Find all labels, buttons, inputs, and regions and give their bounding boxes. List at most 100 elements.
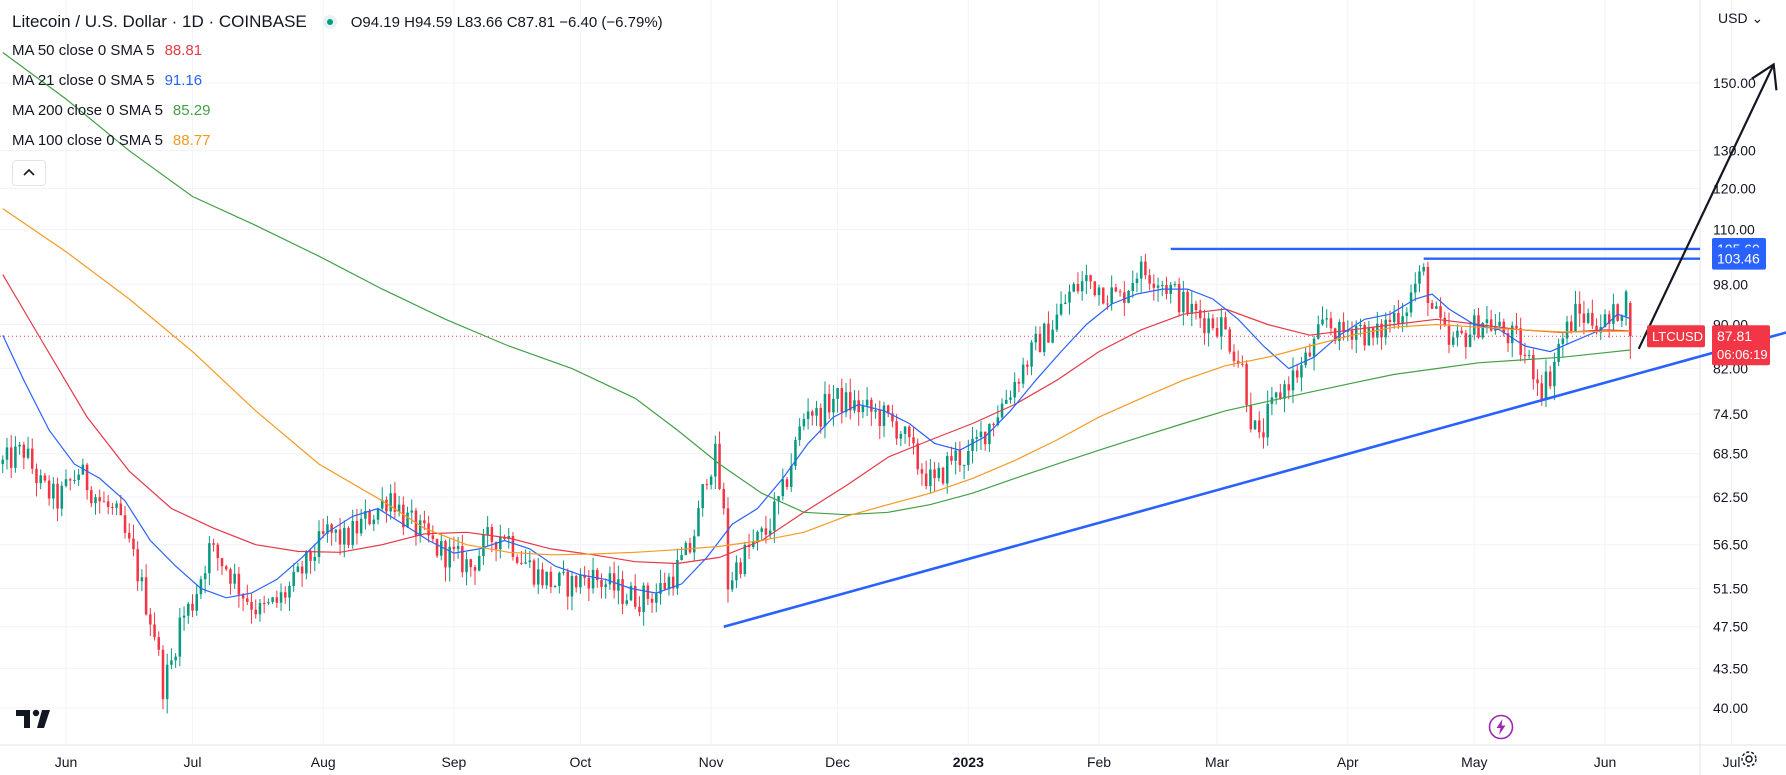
candle-body[interactable] <box>532 560 536 585</box>
candle-body[interactable] <box>191 603 194 611</box>
candle-body[interactable] <box>823 393 827 427</box>
candle-body[interactable] <box>212 543 215 545</box>
candle-body[interactable] <box>309 550 312 561</box>
candle-body[interactable] <box>840 387 844 413</box>
candle-body[interactable] <box>958 450 962 466</box>
lightning-icon[interactable] <box>1488 714 1514 745</box>
candle-body[interactable] <box>288 586 291 598</box>
candle-body[interactable] <box>473 567 477 571</box>
candle-body[interactable] <box>296 566 300 572</box>
candle-body[interactable] <box>1038 333 1042 353</box>
candle-body[interactable] <box>853 400 856 411</box>
candle-body[interactable] <box>899 433 903 439</box>
candle-body[interactable] <box>1321 319 1324 325</box>
candle-body[interactable] <box>334 529 338 533</box>
candle-body[interactable] <box>1203 318 1206 334</box>
candle-body[interactable] <box>781 479 785 497</box>
candle-body[interactable] <box>376 508 380 520</box>
candle-body[interactable] <box>1232 351 1236 361</box>
candle-body[interactable] <box>456 546 460 550</box>
candle-body[interactable] <box>1612 304 1615 324</box>
candle-body[interactable] <box>1005 399 1008 404</box>
candle-body[interactable] <box>237 573 241 595</box>
candle-body[interactable] <box>1544 371 1548 400</box>
candle-body[interactable] <box>617 579 620 591</box>
candle-body[interactable] <box>1152 283 1156 288</box>
candle-body[interactable] <box>165 664 169 700</box>
candle-body[interactable] <box>1532 354 1535 380</box>
candle-body[interactable] <box>962 464 966 466</box>
candle-body[interactable] <box>1329 318 1333 329</box>
candle-body[interactable] <box>1485 319 1489 323</box>
candle-body[interactable] <box>819 407 823 427</box>
candle-body[interactable] <box>1380 323 1383 338</box>
candle-body[interactable] <box>1198 310 1202 319</box>
candle-body[interactable] <box>1123 292 1126 303</box>
candle-body[interactable] <box>469 559 473 568</box>
candle-body[interactable] <box>811 411 814 416</box>
candle-body[interactable] <box>1582 313 1586 323</box>
candle-body[interactable] <box>85 464 89 491</box>
candle-body[interactable] <box>1211 318 1215 329</box>
candle-body[interactable] <box>431 535 435 540</box>
candle-body[interactable] <box>1047 323 1050 343</box>
candle-body[interactable] <box>988 423 991 445</box>
candle-body[interactable] <box>1359 324 1362 327</box>
candle-body[interactable] <box>1114 287 1118 292</box>
candle-body[interactable] <box>389 493 392 512</box>
candle-body[interactable] <box>1392 312 1396 323</box>
candle-body[interactable] <box>170 660 173 665</box>
candle-body[interactable] <box>1489 319 1493 331</box>
candle-body[interactable] <box>1097 287 1101 296</box>
candle-body[interactable] <box>709 476 713 485</box>
candle-body[interactable] <box>220 558 224 567</box>
candle-body[interactable] <box>1144 261 1147 276</box>
candle-body[interactable] <box>1456 330 1459 338</box>
candle-body[interactable] <box>1388 319 1392 323</box>
candle-body[interactable] <box>777 496 780 502</box>
candle-body[interactable] <box>1009 397 1012 400</box>
candle-body[interactable] <box>1304 352 1307 366</box>
candle-body[interactable] <box>1220 317 1223 337</box>
candle-body[interactable] <box>1085 275 1088 282</box>
candle-body[interactable] <box>848 392 852 411</box>
candle-body[interactable] <box>305 550 308 574</box>
candle-body[interactable] <box>452 546 456 550</box>
candle-body[interactable] <box>621 579 624 604</box>
candle-body[interactable] <box>1413 283 1417 293</box>
candle-body[interactable] <box>410 510 414 513</box>
candle-body[interactable] <box>1076 283 1080 292</box>
candle-body[interactable] <box>1215 328 1219 337</box>
candle-body[interactable] <box>874 410 877 412</box>
candle-body[interactable] <box>676 559 679 589</box>
candle-body[interactable] <box>832 398 835 413</box>
candle-body[interactable] <box>178 617 182 657</box>
candle-body[interactable] <box>815 407 818 416</box>
candle-body[interactable] <box>1317 324 1320 339</box>
candle-body[interactable] <box>701 484 704 509</box>
candle-body[interactable] <box>785 479 789 487</box>
candle-body[interactable] <box>553 586 557 588</box>
candle-body[interactable] <box>1300 365 1303 378</box>
candle-body[interactable] <box>208 543 211 574</box>
candle-body[interactable] <box>789 465 793 487</box>
candle-body[interactable] <box>486 527 489 536</box>
candle-body[interactable] <box>439 541 443 556</box>
candle-body[interactable] <box>393 493 397 512</box>
candle-body[interactable] <box>397 504 401 512</box>
market-status-icon[interactable] <box>322 15 337 29</box>
candle-body[interactable] <box>1236 360 1240 364</box>
candle-body[interactable] <box>908 426 911 438</box>
candle-body[interactable] <box>364 511 367 519</box>
candle-body[interactable] <box>937 467 941 479</box>
candle-body[interactable] <box>528 560 532 563</box>
candle-body[interactable] <box>1021 364 1025 384</box>
candle-body[interactable] <box>1578 303 1581 314</box>
candle-body[interactable] <box>119 503 123 516</box>
candle-body[interactable] <box>996 417 1000 426</box>
candle-body[interactable] <box>1177 284 1181 313</box>
candle-body[interactable] <box>31 448 34 469</box>
candle-body[interactable] <box>1131 283 1135 292</box>
candle-body[interactable] <box>1068 291 1071 303</box>
candle-body[interactable] <box>1093 281 1097 296</box>
